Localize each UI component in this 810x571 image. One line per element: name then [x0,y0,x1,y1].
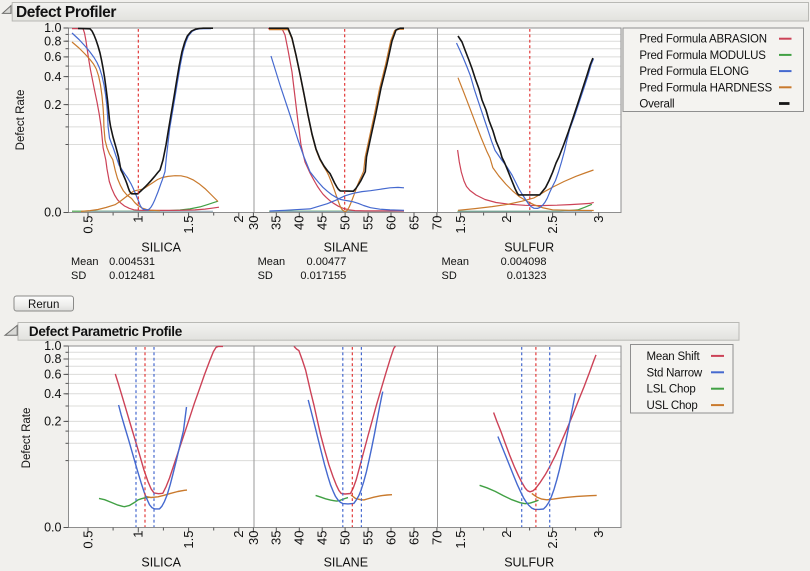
svg-text:1: 1 [131,216,146,223]
svg-text:SILICA: SILICA [141,556,181,570]
svg-text:Mean: Mean [258,256,286,268]
svg-text:35: 35 [269,531,284,545]
svg-text:35: 35 [269,216,284,230]
svg-text:0.4: 0.4 [44,70,61,84]
svg-text:65: 65 [406,216,421,230]
svg-text:60: 60 [383,216,398,230]
svg-text:1.0: 1.0 [44,21,61,35]
svg-text:Pred Formula ELONG: Pred Formula ELONG [639,66,749,78]
svg-text:0.6: 0.6 [44,368,61,382]
svg-text:SD: SD [258,270,273,282]
svg-text:USL Chop: USL Chop [647,400,698,412]
svg-text:Defect Profiler: Defect Profiler [16,4,116,21]
svg-text:0.8: 0.8 [44,352,61,366]
svg-text:65: 65 [406,531,421,545]
svg-text:40: 40 [292,216,307,230]
svg-text:0.012481: 0.012481 [109,270,155,282]
svg-text:Defect Parametric Profile: Defect Parametric Profile [29,324,183,339]
svg-text:45: 45 [315,216,330,230]
svg-text:Defect Rate: Defect Rate [15,90,27,151]
svg-text:0.4: 0.4 [44,387,61,401]
svg-text:30: 30 [246,216,261,230]
svg-text:SULFUR: SULFUR [504,556,554,570]
svg-text:2.5: 2.5 [545,216,560,234]
svg-text:LSL Chop: LSL Chop [647,384,696,396]
svg-text:0.6: 0.6 [44,50,61,64]
svg-text:1: 1 [131,531,146,538]
svg-text:Mean: Mean [71,256,99,268]
svg-text:2: 2 [499,531,514,538]
svg-text:40: 40 [292,531,307,545]
svg-text:Overall: Overall [639,99,674,111]
svg-text:50: 50 [338,216,353,230]
svg-text:0.0: 0.0 [44,521,61,535]
svg-text:Mean: Mean [442,256,470,268]
svg-text:3: 3 [591,531,606,538]
svg-text:1.5: 1.5 [181,531,196,549]
svg-text:Rerun: Rerun [28,299,59,311]
svg-text:0.8: 0.8 [44,34,61,48]
svg-text:Mean Shift: Mean Shift [647,351,701,363]
svg-text:70: 70 [429,216,444,230]
svg-text:0.0: 0.0 [44,206,61,220]
svg-text:1.5: 1.5 [181,216,196,234]
svg-text:60: 60 [383,531,398,545]
svg-text:2: 2 [231,531,246,538]
svg-text:Pred Formula MODULUS: Pred Formula MODULUS [639,50,766,62]
svg-text:0.00477: 0.00477 [307,256,347,268]
svg-text:0.5: 0.5 [80,216,95,234]
svg-text:SILANE: SILANE [324,556,368,570]
svg-text:SILICA: SILICA [141,241,181,255]
svg-text:1.5: 1.5 [453,531,468,549]
svg-text:55: 55 [361,216,376,230]
svg-text:0.017155: 0.017155 [300,270,346,282]
svg-text:2.5: 2.5 [545,531,560,549]
svg-text:Defect Rate: Defect Rate [21,408,33,469]
svg-text:SILANE: SILANE [324,241,368,255]
svg-text:0.004531: 0.004531 [109,256,155,268]
svg-text:0.2: 0.2 [44,415,61,429]
svg-text:0.004098: 0.004098 [501,256,547,268]
svg-text:SD: SD [442,270,457,282]
svg-text:55: 55 [361,531,376,545]
svg-text:3: 3 [591,216,606,223]
svg-text:70: 70 [429,531,444,545]
svg-text:2: 2 [499,215,514,222]
svg-text:SULFUR: SULFUR [504,241,554,255]
svg-text:Pred Formula HARDNESS: Pred Formula HARDNESS [639,82,772,94]
svg-text:2: 2 [231,216,246,223]
svg-text:0.2: 0.2 [44,98,61,112]
svg-text:0.5: 0.5 [80,531,95,549]
svg-text:Pred Formula ABRASION: Pred Formula ABRASION [639,34,766,46]
svg-text:1.5: 1.5 [453,216,468,234]
svg-text:Std Narrow: Std Narrow [647,367,703,379]
svg-text:1.0: 1.0 [44,339,61,353]
svg-text:0.01323: 0.01323 [507,270,547,282]
svg-text:30: 30 [246,531,261,545]
svg-text:45: 45 [315,531,330,545]
svg-text:50: 50 [338,531,353,545]
svg-text:SD: SD [71,270,86,282]
